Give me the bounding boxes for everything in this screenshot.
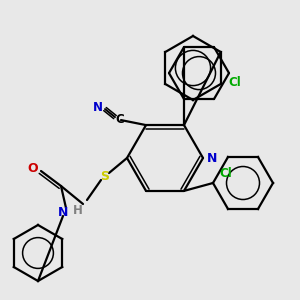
- Text: C: C: [116, 112, 124, 126]
- Text: Cl: Cl: [229, 76, 242, 88]
- Text: N: N: [93, 100, 103, 114]
- Text: N: N: [58, 206, 68, 218]
- Text: Cl: Cl: [220, 167, 232, 180]
- Text: H: H: [73, 203, 83, 217]
- Text: N: N: [207, 152, 217, 164]
- Text: S: S: [100, 169, 109, 182]
- Text: O: O: [28, 163, 38, 176]
